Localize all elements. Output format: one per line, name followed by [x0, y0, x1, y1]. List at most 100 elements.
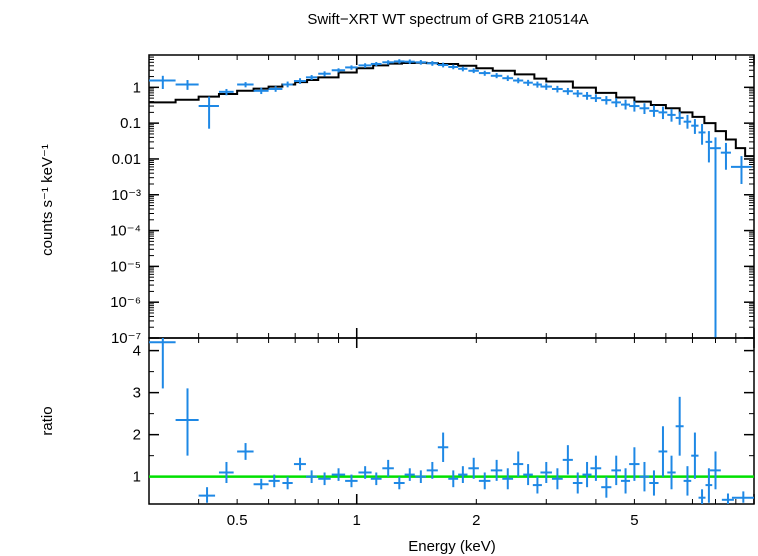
ratio-data-point	[523, 464, 533, 486]
x-tick-label: 5	[630, 512, 638, 529]
ratio-data-point	[601, 476, 612, 498]
spectrum-data-point	[540, 83, 552, 90]
ratio-data-point	[551, 468, 563, 490]
spectrum-data-point	[253, 87, 269, 95]
ratio-data-point	[513, 451, 524, 477]
spectrum-panel: 1 0.1 0.01 10⁻³ 10⁻⁴ 10⁻⁵ 10⁻⁶ 10⁻⁷ counts s⁻¹ …	[39, 54, 755, 347]
x-tick-label: 2	[472, 512, 480, 529]
ratio-data-point	[590, 455, 602, 481]
spectrum-data-point	[582, 92, 592, 100]
spectrum-data-point	[629, 101, 640, 112]
ratio-data-point	[691, 432, 699, 479]
ratio-plot-frame	[148, 337, 755, 505]
ratio-data-point	[710, 451, 721, 490]
spectrum-data-point	[705, 131, 713, 163]
spectrum-data-point	[358, 63, 372, 68]
spectrum-plot-frame	[148, 54, 755, 339]
spectrum-data-point	[590, 94, 602, 102]
spectrum-y-tick-label: 10⁻⁶	[110, 294, 141, 311]
spectrum-data-point	[415, 60, 427, 65]
spectrum-data-point	[293, 78, 306, 84]
spectrum-data-point	[268, 86, 283, 92]
ratio-data-point	[649, 470, 659, 496]
spectrum-data-point	[710, 137, 721, 338]
ratio-data-point	[370, 472, 382, 486]
spectrum-data-point	[478, 70, 491, 76]
ratio-y-tick-label: 1	[133, 469, 141, 486]
spectrum-data-point	[551, 85, 563, 93]
spectrum-data-point	[691, 119, 699, 134]
ratio-y-tick-label: 2	[133, 427, 141, 444]
spectrum-data-point	[370, 62, 382, 67]
spectrum-data-point	[532, 81, 542, 88]
spectrum-y-tick-label: 10⁻⁷	[111, 330, 141, 347]
ratio-data-point	[478, 472, 491, 490]
ratio-data-point	[149, 338, 176, 389]
spectrum-y-axis-label: counts s⁻¹ keV⁻¹	[39, 144, 56, 256]
spectrum-y-tick-label: 1	[133, 79, 141, 96]
spectrum-data-point	[649, 105, 659, 117]
spectrum-y-tick-label: 0.1	[120, 115, 141, 132]
ratio-data-point	[305, 470, 318, 483]
ratio-data-point	[458, 466, 468, 483]
ratio-data-point	[331, 468, 346, 481]
spectrum-y-tick-label: 10⁻⁵	[110, 258, 141, 275]
ratio-data-point	[318, 472, 331, 486]
ratio-data-point	[253, 478, 269, 490]
ratio-data-point	[282, 476, 293, 490]
chart-title: Swift−XRT WT spectrum of GRB 210514A	[307, 11, 588, 28]
ratio-data-point	[382, 459, 394, 477]
spectrum-data-point	[237, 82, 254, 88]
spectrum-data-point	[426, 61, 438, 66]
ratio-data-point	[639, 461, 650, 492]
spectrum-data-point	[667, 108, 676, 122]
spectrum-data-point	[611, 98, 621, 108]
ratio-data-point	[698, 489, 706, 504]
ratio-data-point	[629, 447, 640, 481]
spectrum-data-point	[675, 111, 684, 125]
spectrum-y-tick-label: 10⁻⁴	[110, 223, 141, 240]
spectrum-data-point	[468, 68, 479, 74]
spectrum-data-point	[305, 75, 318, 81]
spectrum-data-point	[730, 156, 752, 184]
spectrum-data-point	[601, 96, 612, 105]
spectrum-data-point	[437, 62, 449, 68]
spectrum-data-point	[698, 123, 706, 145]
spectrum-data-point	[345, 65, 358, 70]
ratio-y-tick-label: 4	[133, 343, 141, 360]
ratio-data-point	[218, 461, 234, 483]
spectrum-data-point	[149, 75, 176, 89]
spectrum-y-tick-label: 10⁻³	[111, 187, 141, 204]
ratio-data-point	[683, 466, 692, 496]
ratio-data-point	[358, 466, 372, 479]
spectrum-data-point	[502, 75, 514, 82]
ratio-data-point	[437, 432, 449, 462]
ratio-panel: 0.5 1 2 5 1 2 3 4 ratio Energy (keV)	[39, 337, 755, 555]
ratio-data-point	[345, 474, 358, 488]
ratio-data-point	[448, 470, 459, 488]
ratio-data-point	[268, 474, 280, 488]
spectrum-data-point	[318, 71, 331, 77]
ratio-y-axis-label: ratio	[39, 406, 56, 435]
ratio-data-point	[404, 468, 415, 481]
spectrum-data-point	[572, 90, 583, 98]
x-tick-label: 0.5	[227, 512, 248, 529]
ratio-data-point	[611, 455, 621, 486]
ratio-data-point	[667, 455, 676, 490]
ratio-data-point	[415, 470, 427, 483]
ratio-data-point	[562, 445, 573, 475]
ratio-data-point	[468, 457, 479, 479]
ratio-data-point	[705, 468, 713, 503]
spectrum-data-point	[404, 59, 415, 64]
spectrum-data-point	[175, 80, 199, 90]
x-tick-label: 1	[353, 512, 361, 529]
spectrum-data-point	[513, 77, 524, 84]
ratio-data-point	[502, 468, 514, 490]
ratio-data-point	[620, 468, 631, 494]
spectrum-data-point	[382, 60, 394, 65]
spectrum-data-point	[562, 87, 573, 95]
ratio-data-point	[658, 426, 668, 477]
ratio-data-point	[721, 493, 734, 504]
spectrum-data-point	[490, 73, 503, 79]
